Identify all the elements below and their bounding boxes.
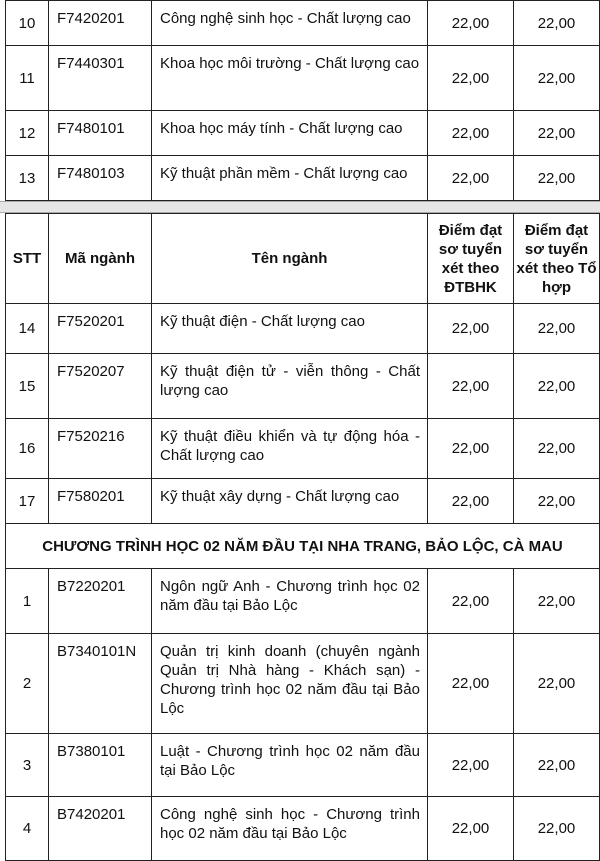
row-code: F7480103 (48, 155, 152, 201)
row-code: F7440301 (48, 45, 152, 111)
row-name: Khoa học máy tính - Chất lượng cao (151, 110, 428, 156)
row-name: Ngôn ngữ Anh - Chương trình học 02 năm đ… (151, 568, 428, 634)
table-row: 16 F7520216 Kỹ thuật điều khiển và tự động… (5, 418, 600, 479)
row-code: F7520216 (48, 418, 152, 479)
table-row: 11 F7440301 Khoa học môi trường - Chất lượ… (5, 45, 600, 111)
row-name: Công nghệ sinh học - Chương trình học 02… (151, 796, 428, 861)
header-stt: STT (5, 213, 49, 304)
row-score-dtbhk: 22,00 (427, 568, 514, 634)
table-part-1: 10 F7420201 Công nghệ sinh học - Chất lượn… (5, 0, 600, 201)
row-score-tohop: 22,00 (513, 110, 600, 156)
table-row: 15 F7520207 Kỹ thuật điện tử - viễn thông … (5, 353, 600, 419)
row-name: Kỹ thuật điện - Chất lượng cao (151, 303, 428, 354)
row-stt: 16 (5, 418, 49, 479)
table-row: 13 F7480103 Kỹ thuật phần mềm - Chất lượng… (5, 155, 600, 201)
page-break (0, 201, 600, 213)
row-code: B7380101 (48, 733, 152, 797)
header-score-tohop: Điểm đạt sơ tuyển xét theo Tổ hợp (513, 213, 600, 304)
row-score-tohop: 22,00 (513, 45, 600, 111)
row-score-tohop: 22,00 (513, 478, 600, 524)
table-row: 3 B7380101 Luật - Chương trình học 02 năm … (5, 733, 600, 797)
row-name: Quản trị kinh doanh (chuyên ngành Quản t… (151, 633, 428, 734)
row-code: F7580201 (48, 478, 152, 524)
row-score-dtbhk: 22,00 (427, 733, 514, 797)
table-row: 10 F7420201 Công nghệ sinh học - Chất lượn… (5, 0, 600, 46)
table-header-row: STT Mã ngành Tên ngành Điểm đạt sơ tuyển… (5, 213, 600, 304)
table-row: 1 B7220201 Ngôn ngữ Anh - Chương trình học… (5, 568, 600, 634)
row-code: B7220201 (48, 568, 152, 634)
row-stt: 4 (5, 796, 49, 861)
row-score-tohop: 22,00 (513, 568, 600, 634)
table-row: 4 B7420201 Công nghệ sinh học - Chương trì… (5, 796, 600, 861)
row-name: Kỹ thuật phần mềm - Chất lượng cao (151, 155, 428, 201)
row-score-tohop: 22,00 (513, 155, 600, 201)
row-name: Kỹ thuật điện tử - viễn thông - Chất lượ… (151, 353, 428, 419)
row-stt: 15 (5, 353, 49, 419)
row-stt: 2 (5, 633, 49, 734)
table-row: 14 F7520201 Kỹ thuật điện - Chất lượng cao… (5, 303, 600, 354)
row-score-dtbhk: 22,00 (427, 353, 514, 419)
row-score-dtbhk: 22,00 (427, 633, 514, 734)
row-score-dtbhk: 22,00 (427, 418, 514, 479)
table-row: 17 F7580201 Kỹ thuật xây dựng - Chất lượng… (5, 478, 600, 524)
row-stt: 13 (5, 155, 49, 201)
row-code: F7420201 (48, 0, 152, 46)
row-stt: 1 (5, 568, 49, 634)
row-code: F7480101 (48, 110, 152, 156)
header-code: Mã ngành (48, 213, 152, 304)
table-part-2: STT Mã ngành Tên ngành Điểm đạt sơ tuyển… (5, 213, 600, 861)
row-stt: 17 (5, 478, 49, 524)
row-score-dtbhk: 22,00 (427, 155, 514, 201)
row-score-dtbhk: 22,00 (427, 303, 514, 354)
row-name: Kỹ thuật xây dựng - Chất lượng cao (151, 478, 428, 524)
row-score-dtbhk: 22,00 (427, 45, 514, 111)
row-name: Khoa học môi trường - Chất lượng cao (151, 45, 428, 111)
row-code: B7420201 (48, 796, 152, 861)
section-row: CHƯƠNG TRÌNH HỌC 02 NĂM ĐẦU TẠI NHA TRAN… (5, 523, 600, 569)
row-stt: 12 (5, 110, 49, 156)
row-name: Kỹ thuật điều khiển và tự động hóa - Chấ… (151, 418, 428, 479)
row-score-tohop: 22,00 (513, 733, 600, 797)
row-score-dtbhk: 22,00 (427, 478, 514, 524)
row-score-dtbhk: 22,00 (427, 110, 514, 156)
row-name: Công nghệ sinh học - Chất lượng cao (151, 0, 428, 46)
row-score-dtbhk: 22,00 (427, 0, 514, 46)
row-score-tohop: 22,00 (513, 303, 600, 354)
row-stt: 14 (5, 303, 49, 354)
row-score-tohop: 22,00 (513, 633, 600, 734)
row-stt: 3 (5, 733, 49, 797)
row-score-tohop: 22,00 (513, 0, 600, 46)
table-row: 12 F7480101 Khoa học máy tính - Chất lượng… (5, 110, 600, 156)
row-score-tohop: 22,00 (513, 796, 600, 861)
row-stt: 11 (5, 45, 49, 111)
header-score-dtbhk: Điểm đạt sơ tuyển xét theo ĐTBHK (427, 213, 514, 304)
row-name: Luật - Chương trình học 02 năm đầu tại B… (151, 733, 428, 797)
row-code: F7520201 (48, 303, 152, 354)
header-name: Tên ngành (151, 213, 428, 304)
row-score-tohop: 22,00 (513, 353, 600, 419)
row-code: B7340101N (48, 633, 152, 734)
table-row: 2 B7340101N Quản trị kinh doanh (chuyên ng… (5, 633, 600, 734)
row-code: F7520207 (48, 353, 152, 419)
row-score-dtbhk: 22,00 (427, 796, 514, 861)
row-score-tohop: 22,00 (513, 418, 600, 479)
section-title: CHƯƠNG TRÌNH HỌC 02 NĂM ĐẦU TẠI NHA TRAN… (5, 523, 600, 569)
row-stt: 10 (5, 0, 49, 46)
